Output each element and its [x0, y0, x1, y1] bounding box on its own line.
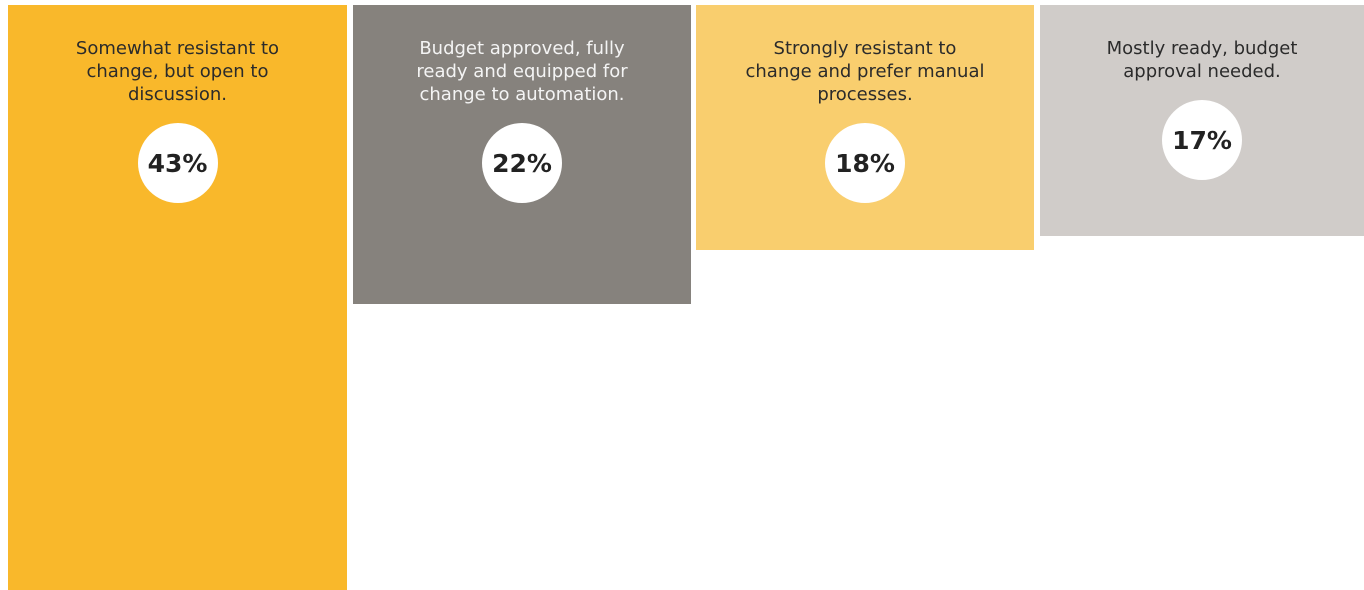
bar: Strongly resistant to change and prefer … — [696, 5, 1034, 250]
category-label: Mostly ready, budget approval needed. — [1106, 38, 1298, 82]
value-label: 43% — [137, 123, 218, 203]
value-label: 17% — [1162, 100, 1242, 180]
bar: Budget approved, fully ready and equippe… — [353, 5, 691, 305]
category-label: Budget approved, fully ready and equippe… — [416, 38, 628, 105]
category-label: Somewhat resistant to change, but open t… — [75, 38, 280, 105]
bar: Mostly ready, budget approval needed. 17% — [1040, 5, 1364, 237]
value-label: 22% — [482, 123, 562, 203]
category-label: Strongly resistant to change and prefer … — [745, 38, 985, 105]
value-label: 18% — [825, 123, 905, 203]
bar: Somewhat resistant to change, but open t… — [8, 5, 347, 590]
